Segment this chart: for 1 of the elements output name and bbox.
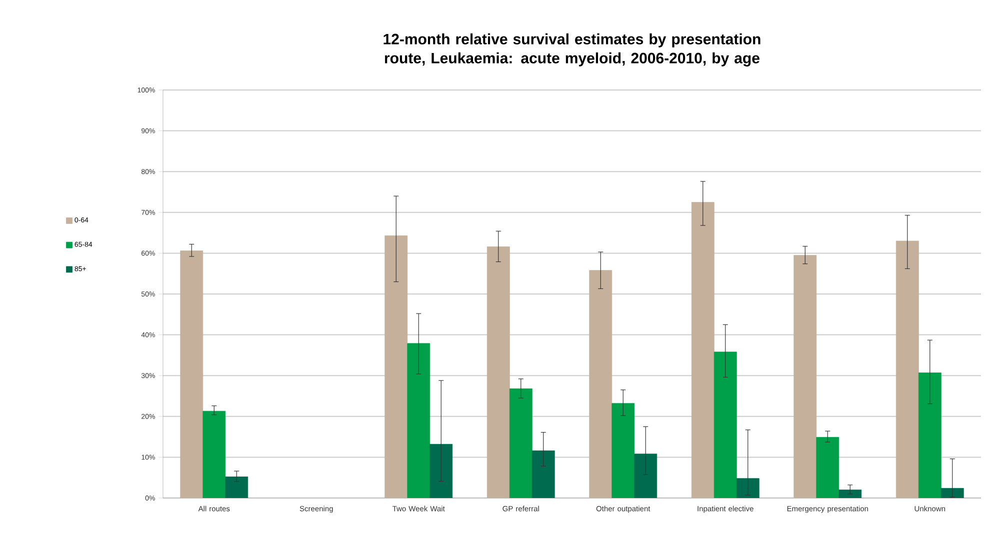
chart-title: 12-month relative survival estimates by presentation route, Leukaemia: acute myeloid, 2006-2010, by age (384, 33, 760, 66)
